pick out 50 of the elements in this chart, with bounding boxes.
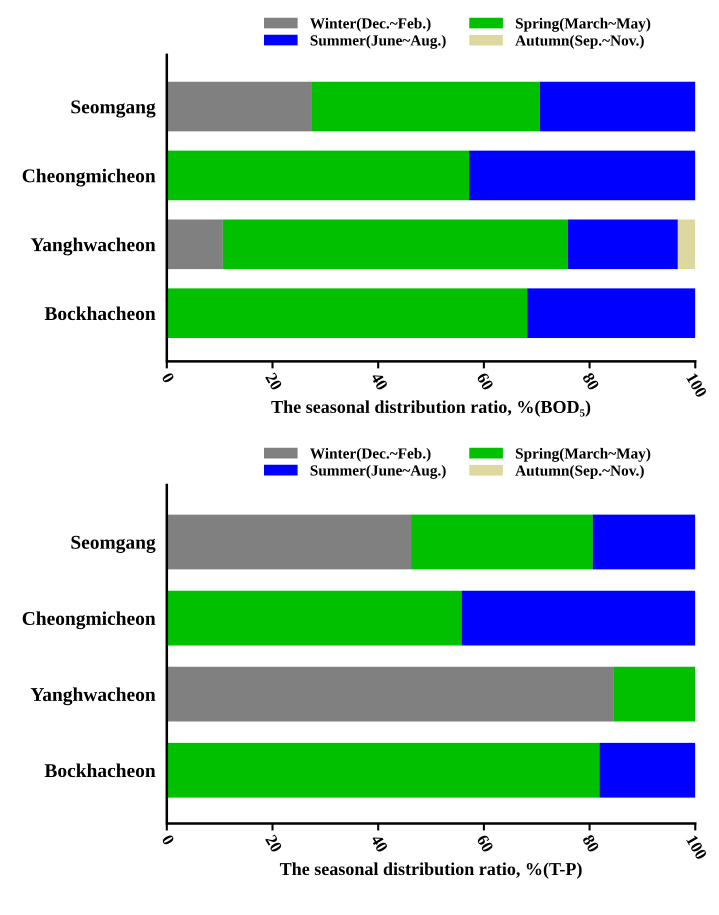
bar	[592, 514, 696, 570]
bar	[166, 220, 223, 270]
bar	[166, 514, 412, 570]
x-tick-label: 40	[370, 834, 388, 853]
legend-label: Winter(Dec.~Feb.)	[310, 18, 431, 32]
bar	[527, 288, 696, 338]
y-tick-label: Seomgang	[71, 100, 156, 118]
x-axis-title: The seasonal distribution ratio, %(T-P)	[280, 862, 582, 879]
x-tick-label: 80	[582, 372, 600, 391]
legend-label: Summer(June~Aug.)	[310, 464, 446, 479]
x-tick-label: 20	[265, 834, 282, 853]
bar	[540, 82, 696, 132]
x-tick-label: 60	[476, 834, 494, 853]
legend-label: Autumn(Sep.~Nov.)	[515, 464, 644, 479]
bar	[222, 220, 568, 270]
legend-label: Autumn(Sep.~Nov.)	[515, 34, 644, 49]
x-tick-label: 80	[582, 834, 600, 853]
bar	[411, 514, 593, 570]
x-tick-label: 0	[161, 834, 175, 846]
bar	[166, 288, 528, 338]
y-tick-label: Yanghwacheon	[30, 238, 156, 256]
bar	[469, 150, 696, 200]
x-axis-title: The seasonal distribution ratio, %(BOD₅)	[271, 400, 590, 417]
bar	[166, 590, 462, 646]
bar	[166, 666, 614, 722]
bar	[166, 742, 600, 798]
x-tick-label: 0	[161, 372, 175, 384]
bar	[568, 220, 678, 270]
x-tick-label: 100	[686, 372, 708, 398]
x-tick-label: 100	[686, 834, 708, 860]
x-tick-label: 60	[476, 372, 494, 391]
bar	[312, 82, 540, 132]
bar	[462, 590, 696, 646]
bar	[678, 220, 696, 270]
y-tick-label: Bockhacheon	[44, 764, 156, 778]
y-tick-label: Bockhacheon	[44, 306, 156, 320]
bar	[600, 742, 696, 798]
y-tick-label: Yanghwacheon	[30, 687, 156, 706]
legend-label: Summer(June~Aug.)	[310, 34, 446, 49]
legend-label: Spring(March~May)	[516, 18, 650, 32]
bar	[166, 150, 470, 200]
legend-label: Winter(Dec.~Feb.)	[310, 448, 431, 462]
y-tick-label: Cheongmicheon	[22, 168, 156, 186]
bar	[166, 82, 312, 132]
y-tick-label: Cheongmicheon	[22, 611, 156, 630]
x-tick-label: 20	[265, 372, 282, 391]
x-tick-label: 40	[370, 372, 388, 391]
y-tick-label: Seomgang	[71, 536, 156, 553]
bar	[614, 666, 696, 722]
legend-label: Spring(March~May)	[516, 448, 650, 462]
